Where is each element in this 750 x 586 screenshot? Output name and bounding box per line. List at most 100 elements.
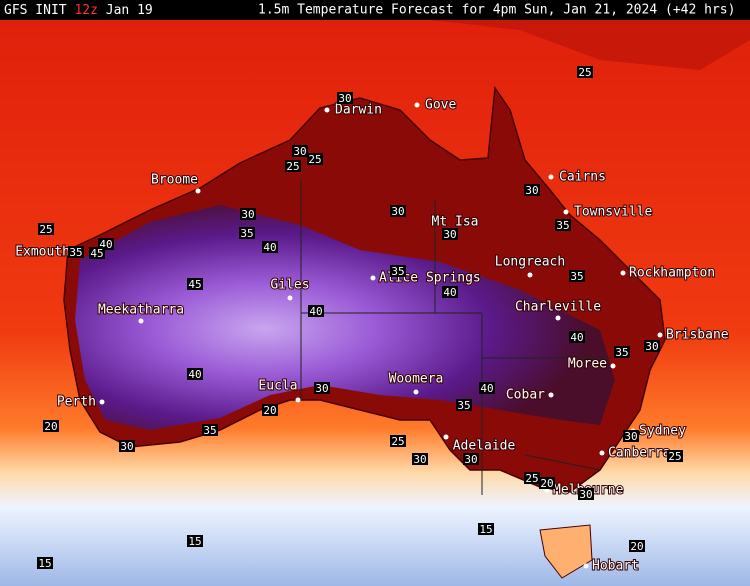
header-model: GFS INIT 12z Jan 19	[4, 3, 153, 18]
contour-label: 35	[391, 265, 404, 278]
model: GFS INIT	[4, 3, 67, 18]
contour-label: 35	[203, 424, 216, 437]
contour-label-box	[456, 399, 472, 411]
run: 12z	[74, 3, 97, 18]
city-label: Broome	[151, 173, 198, 188]
contour-label: 35	[240, 227, 253, 240]
contour-label-box	[187, 278, 203, 290]
contour-label: 30	[293, 145, 306, 158]
contour-label-box	[442, 286, 458, 298]
contour-label: 25	[525, 472, 538, 485]
contour-label-box	[614, 346, 630, 358]
new-guinea	[430, 20, 750, 70]
header-bar	[0, 0, 750, 20]
contour-label: 30	[525, 184, 538, 197]
city-label: Giles	[270, 278, 309, 293]
contour-label-box	[578, 488, 594, 500]
contour-label-box	[202, 424, 218, 436]
header-title: 1.5m Temperature Forecast for 4pm Sun, J…	[258, 3, 735, 18]
contour-label: 40	[443, 286, 456, 299]
contour-label: 35	[457, 399, 470, 412]
heat-core	[75, 205, 615, 430]
contour-label: 40	[263, 241, 276, 254]
contour-label-box	[119, 440, 135, 452]
contour-label: 15	[188, 535, 201, 548]
city-dot	[287, 295, 293, 301]
city-label: Hobart	[592, 559, 639, 574]
city-label: Longreach	[495, 255, 565, 270]
contour-label-box	[629, 540, 645, 552]
contour-label: 30	[338, 92, 351, 105]
contour-label-box	[577, 66, 593, 78]
city-dot	[413, 389, 419, 395]
contour-label-box	[539, 477, 555, 489]
contour-label: 30	[443, 228, 456, 241]
contour-label: 25	[578, 66, 591, 79]
labels: Darwin Gove Broome Cairns Townsville Mt Isa Lo…	[14, 66, 730, 575]
contour-label-box	[667, 450, 683, 462]
city-dot	[324, 107, 330, 113]
city-dot	[138, 318, 144, 324]
city-dot	[195, 188, 201, 194]
contour-label: 35	[615, 346, 628, 359]
city-dot	[548, 174, 554, 180]
contour-label: 45	[188, 278, 201, 291]
contour-label-box	[463, 453, 479, 465]
contour-label-box	[262, 241, 278, 253]
city-dot	[563, 209, 569, 215]
contour-label: 40	[309, 305, 322, 318]
city-label: Moree	[568, 357, 607, 372]
contour-label-box	[68, 246, 84, 258]
contour-label-box	[569, 331, 585, 343]
city-label: Sydney	[639, 424, 686, 439]
contour-label: 30	[624, 430, 637, 443]
city-label: Woomera	[389, 372, 444, 387]
contour-label: 40	[188, 368, 201, 381]
contour-label: 30	[413, 453, 426, 466]
contour-label: 25	[391, 435, 404, 448]
contour-label-box	[555, 219, 571, 231]
date: Jan 19	[106, 3, 153, 18]
contour-label: 30	[579, 488, 592, 501]
contour-label: 25	[668, 450, 681, 463]
contour-label-box	[644, 340, 660, 352]
contour-label-box	[37, 557, 53, 569]
city-label: Perth	[57, 395, 96, 410]
contour-label-box	[292, 145, 308, 157]
contour-label-box	[524, 184, 540, 196]
city-dot	[370, 275, 376, 281]
city-label: Adelaide	[453, 439, 516, 454]
city-dot	[620, 270, 626, 276]
contour-label-box	[239, 227, 255, 239]
contour-label: 25	[286, 160, 299, 173]
city-dot	[295, 397, 301, 403]
city-label: Meekatharra	[98, 303, 184, 318]
contour-label: 20	[540, 477, 553, 490]
city-label: Eucla	[258, 379, 297, 394]
contour-label: 30	[464, 453, 477, 466]
city-label: Darwin	[335, 103, 382, 118]
contour-label-box	[623, 430, 639, 442]
city-label: Brisbane	[666, 328, 729, 343]
contour-label: 20	[263, 404, 276, 417]
contour-label: 35	[69, 246, 82, 259]
contour-label: 20	[44, 420, 57, 433]
contour-label: 25	[308, 153, 321, 166]
city-label: Cairns	[559, 170, 606, 185]
contour-label-box	[89, 247, 105, 259]
contour-label-box	[390, 205, 406, 217]
city-label: Cobar	[506, 388, 545, 403]
contour-label-box	[308, 305, 324, 317]
contour-label-box	[38, 223, 54, 235]
contour-label-box	[569, 270, 585, 282]
contour-label: 35	[570, 270, 583, 283]
city-dot	[443, 434, 449, 440]
contour-label: 30	[120, 440, 133, 453]
contour-label: 30	[241, 208, 254, 221]
contour-label-box	[43, 420, 59, 432]
contour-label-box	[524, 472, 540, 484]
tasmania	[539, 524, 593, 579]
city-label: Townsville	[574, 205, 652, 220]
city-dot	[610, 363, 616, 369]
